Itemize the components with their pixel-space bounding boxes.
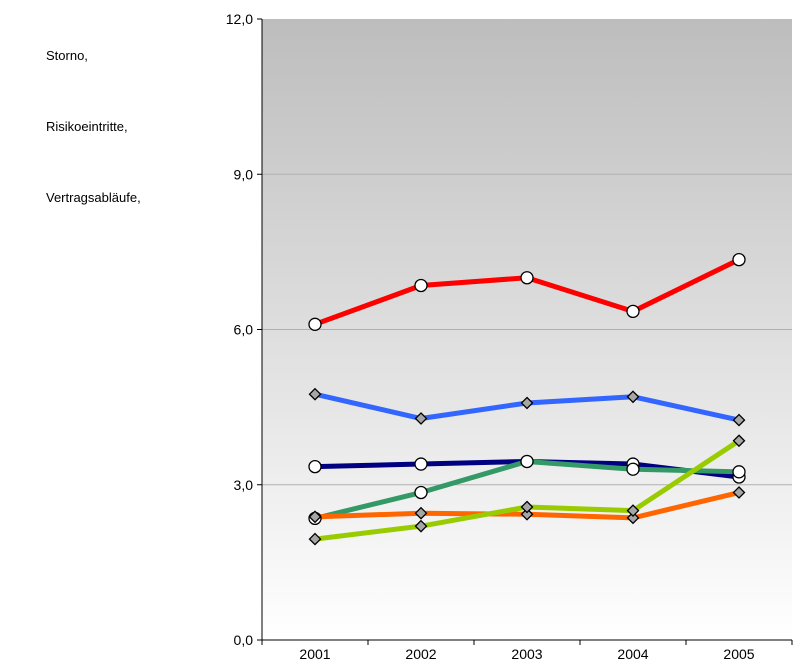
- data-point-series-5: [414, 506, 428, 520]
- legend-item-vertragsablaeufe: Vertragsabläufe,: [46, 190, 141, 205]
- data-point-series-6: [732, 434, 746, 448]
- data-point-series-6: [520, 500, 534, 514]
- data-point-series-6: [308, 532, 322, 546]
- data-point-series-4: [732, 465, 746, 479]
- legend-item-risikoeintritte: Risikoeintritte,: [46, 119, 128, 134]
- data-point-series-2: [520, 396, 534, 410]
- data-point-series-3: [308, 459, 322, 474]
- y-tick-label: 12,0: [226, 11, 253, 27]
- data-point-series-2: [414, 412, 428, 425]
- data-point-series-3: [414, 457, 428, 471]
- x-tick-label: 2003: [511, 646, 542, 662]
- data-point-series-2: [732, 413, 746, 427]
- data-point-series-5: [732, 486, 746, 499]
- data-point-series-2: [308, 387, 322, 401]
- legend-item-storno: Storno,: [46, 48, 88, 63]
- data-point-series-2: [626, 390, 640, 404]
- data-point-series-5: [626, 511, 640, 525]
- y-tick-label: 3,0: [234, 477, 254, 493]
- x-tick-label: 2004: [617, 646, 648, 662]
- data-point-series-1: [520, 271, 534, 285]
- data-point-series-6: [626, 504, 640, 518]
- x-tick-label: 2002: [405, 646, 436, 662]
- x-tick-label: 2005: [723, 646, 754, 662]
- y-tick-label: 9,0: [234, 166, 254, 182]
- data-point-series-1: [732, 252, 746, 267]
- y-tick-label: 0,0: [234, 632, 254, 648]
- data-point-series-1: [308, 317, 322, 331]
- data-point-series-4: [626, 462, 640, 476]
- data-point-series-4: [520, 454, 534, 469]
- x-tick-label: 2001: [299, 646, 330, 662]
- data-point-series-1: [414, 278, 428, 293]
- data-point-series-6: [414, 519, 428, 533]
- data-point-series-4: [414, 485, 428, 500]
- data-point-series-5: [520, 507, 534, 521]
- data-point-series-1: [626, 304, 640, 319]
- data-point-series-5: [308, 510, 322, 524]
- y-tick-label: 6,0: [234, 322, 254, 338]
